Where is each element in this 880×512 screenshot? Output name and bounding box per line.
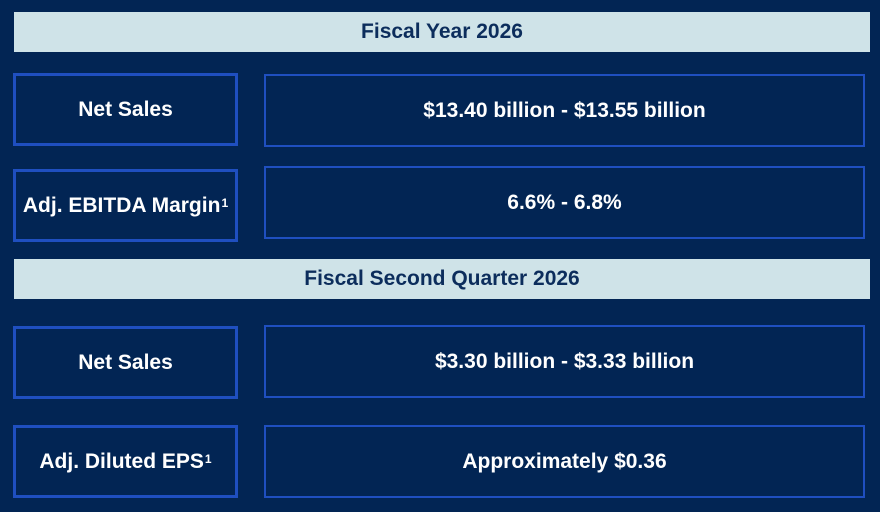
row-label: Adj. Diluted EPS (39, 449, 204, 473)
label-cell-net-sales-q2: Net Sales (13, 326, 238, 399)
row-label: Net Sales (78, 350, 173, 374)
value-cell-adj-ebitda-margin: 6.6% - 6.8% (264, 166, 865, 239)
value-cell-net-sales-q2: $3.30 billion - $3.33 billion (264, 325, 865, 398)
value-cell-net-sales: $13.40 billion - $13.55 billion (264, 74, 865, 147)
footnote-marker: 1 (221, 195, 229, 210)
section-header-fiscal-second-quarter: Fiscal Second Quarter 2026 (14, 259, 870, 299)
section-title: Fiscal Second Quarter 2026 (304, 267, 580, 290)
row-label: Adj. EBITDA Margin (22, 193, 221, 217)
section-title: Fiscal Year 2026 (361, 20, 523, 43)
row-label: Net Sales (78, 97, 173, 121)
row-value: $3.30 billion - $3.33 billion (434, 349, 695, 373)
row-value: Approximately $0.36 (462, 449, 667, 473)
label-cell-net-sales: Net Sales (13, 73, 238, 146)
label-cell-adj-diluted-eps: Adj. Diluted EPS 1 (13, 425, 238, 498)
row-value: $13.40 billion - $13.55 billion (423, 98, 706, 122)
value-cell-adj-diluted-eps: Approximately $0.36 (264, 425, 865, 498)
row-value: 6.6% - 6.8% (507, 190, 622, 214)
section-header-fiscal-year: Fiscal Year 2026 (14, 12, 870, 52)
footnote-marker: 1 (204, 451, 212, 466)
label-cell-adj-ebitda-margin: Adj. EBITDA Margin 1 (13, 169, 238, 242)
